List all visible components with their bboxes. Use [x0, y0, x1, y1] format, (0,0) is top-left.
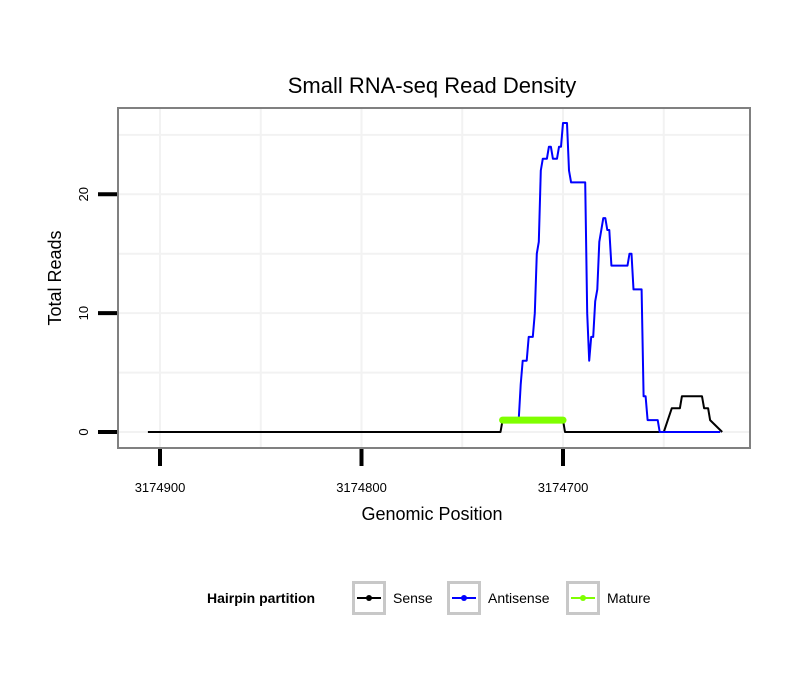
chart-title: Small RNA-seq Read Density [288, 73, 577, 98]
legend: Hairpin partition Sense Antisense Mature [207, 581, 651, 615]
plot-panel [117, 107, 751, 449]
x-axis-title: Genomic Position [361, 504, 502, 524]
x-tick-label: 3174900 [135, 480, 186, 495]
legend-item-antisense: Antisense [447, 581, 550, 615]
legend-label: Sense [393, 590, 433, 606]
y-tick-label: 0 [76, 428, 91, 435]
legend-item-sense: Sense [352, 581, 433, 615]
y-tick-label: 10 [76, 306, 91, 320]
legend-key-point [366, 595, 372, 601]
legend-title: Hairpin partition [207, 590, 315, 606]
legend-label: Antisense [488, 590, 550, 606]
legend-key-point [580, 595, 586, 601]
x-tick-label: 3174800 [336, 480, 387, 495]
x-axis: 3174900 3174800 3174700 [135, 449, 589, 495]
y-axis: 0 10 20 [76, 187, 117, 436]
y-tick-label: 20 [76, 187, 91, 201]
legend-label: Mature [607, 590, 651, 606]
x-tick-label: 3174700 [538, 480, 589, 495]
series-layer [147, 122, 723, 433]
series-line-antisense [517, 122, 721, 433]
y-axis-title: Total Reads [45, 230, 65, 325]
legend-item-mature: Mature [566, 581, 651, 615]
legend-key-point [461, 595, 467, 601]
